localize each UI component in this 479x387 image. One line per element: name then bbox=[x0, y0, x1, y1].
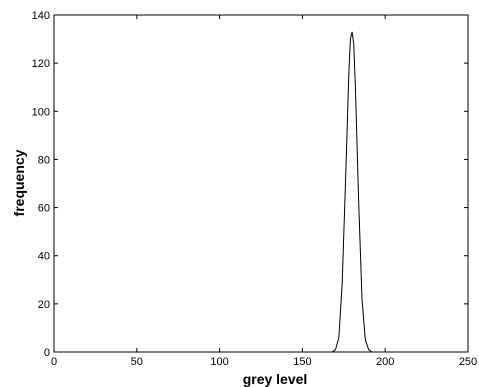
x-tick-label: 200 bbox=[376, 356, 394, 368]
series-line bbox=[54, 31, 468, 353]
y-tick-labels: 0 20 40 60 80 100 120 140 bbox=[32, 10, 50, 359]
y-tick-label: 140 bbox=[32, 10, 50, 22]
x-tick-labels: 0 50 100 150 200 250 bbox=[51, 356, 477, 368]
x-tick-label: 100 bbox=[210, 356, 228, 368]
plot-area bbox=[53, 14, 469, 353]
x-tick-label: 150 bbox=[293, 356, 311, 368]
y-tick-label: 80 bbox=[38, 154, 50, 166]
y-tick-label: 0 bbox=[44, 347, 50, 359]
y-tick-label: 40 bbox=[38, 251, 50, 263]
y-tick-label: 20 bbox=[38, 299, 50, 311]
x-tick-label: 250 bbox=[459, 356, 477, 368]
y-tick-label: 120 bbox=[32, 58, 50, 70]
y-axis-label: frequency bbox=[11, 149, 27, 216]
y-tick-label: 100 bbox=[32, 106, 50, 118]
x-axis-label: grey level bbox=[243, 371, 308, 387]
x-tick-label: 0 bbox=[51, 356, 57, 368]
y-tick-label: 60 bbox=[38, 203, 50, 215]
x-tick-label: 50 bbox=[131, 356, 143, 368]
